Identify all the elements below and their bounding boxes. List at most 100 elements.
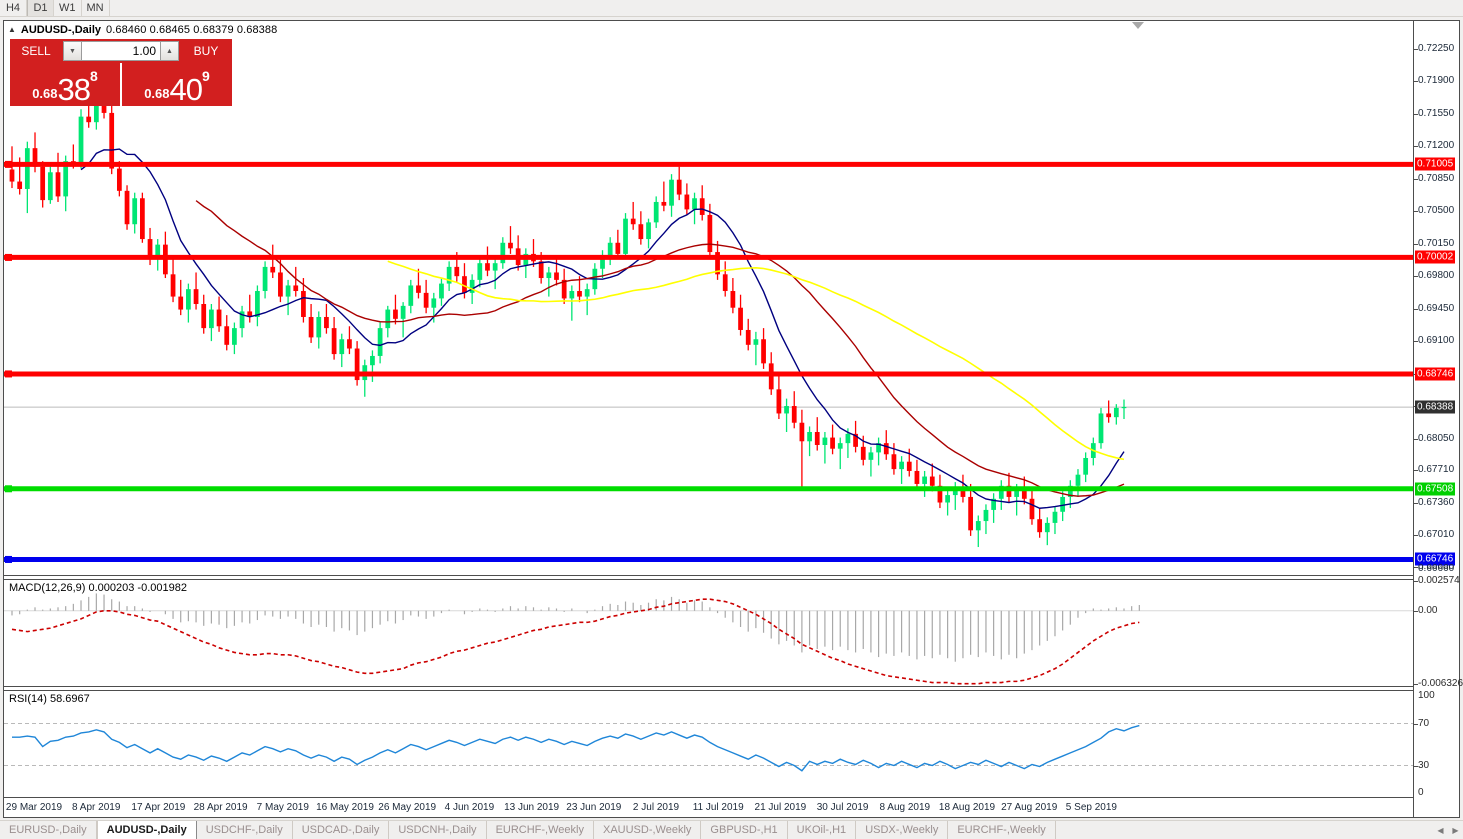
tabbar-empty-space (1056, 821, 1433, 839)
price-tick-mark (1414, 81, 1418, 83)
rsi-tick-label: 0 (1418, 787, 1424, 798)
timeframe-toolbar: H4 D1 W1 MN (0, 0, 1463, 17)
timeframe-label: W1 (59, 2, 76, 14)
timeframe-label: H4 (5, 2, 21, 14)
level-line-handle[interactable] (5, 370, 12, 378)
chart-window[interactable]: ▲ AUDUSD-,Daily 0.68460 0.68465 0.68379 … (3, 20, 1463, 818)
date-tick-label: 28 Apr 2019 (193, 802, 248, 813)
date-tick-label: 4 Jun 2019 (444, 802, 495, 813)
timeframe-d1[interactable]: D1 (27, 0, 54, 16)
chart-object-marker-icon[interactable] (1132, 22, 1144, 29)
price-label-resistance[interactable]: 0.68746 (1415, 367, 1456, 381)
chart-tab[interactable]: UKOil-,H1 (788, 821, 857, 839)
chart-tab[interactable]: EURUSD-,Daily (0, 821, 97, 839)
price-label-resistance[interactable]: 0.70002 (1415, 250, 1456, 264)
price-plot[interactable] (4, 21, 1414, 799)
price-tick-mark (1414, 502, 1418, 504)
sell-price-big: 38 (57, 72, 91, 108)
price-label-resistance[interactable]: 0.71005 (1415, 157, 1456, 171)
chart-tab[interactable]: GBPUSD-,H1 (701, 821, 788, 839)
chart-tab[interactable]: USDX-,Weekly (856, 821, 949, 839)
chart-tab[interactable]: USDCHF-,Daily (197, 821, 293, 839)
timeframe-h4[interactable]: H4 (0, 0, 27, 16)
timeframe-label: MN (86, 2, 104, 14)
price-tick-mark (1414, 308, 1418, 310)
pane-separator-macd-rsi (4, 686, 1414, 687)
date-tick-label: 21 Jul 2019 (754, 802, 807, 813)
date-tick-label: 16 May 2019 (316, 802, 374, 813)
pane-separator-rsi-top (4, 690, 1414, 691)
price-tick-label: 0.70850 (1418, 172, 1455, 184)
volume-input[interactable]: 1.00 (82, 41, 160, 61)
price-tick-label: 0.69800 (1418, 270, 1455, 282)
price-tick-label: 0.66660 (1418, 563, 1455, 574)
chevron-left-icon[interactable]: ◀ (1437, 825, 1444, 835)
indicator-line (80, 148, 1125, 509)
chart-tab[interactable]: XAUUSD-,Weekly (594, 821, 702, 839)
sell-price-fraction: 8 (90, 68, 98, 84)
date-tick-label: 8 Apr 2019 (72, 802, 121, 813)
price-tick-mark (1414, 534, 1418, 536)
date-tick-label: 17 Apr 2019 (131, 802, 186, 813)
price-tick-label: 0.67010 (1418, 528, 1455, 540)
price-label-support[interactable]: 0.66746 (1415, 552, 1456, 566)
level-line-handle[interactable] (5, 485, 12, 493)
chart-tab[interactable]: AUDUSD-,Daily (96, 821, 197, 839)
pane-separator-macd-top (4, 579, 1414, 580)
date-tick-label: 7 May 2019 (256, 802, 309, 813)
sell-price-prefix: 0.68 (32, 86, 58, 102)
price-label-last-price[interactable]: 0.68388 (1415, 400, 1456, 414)
date-tick-label: 18 Aug 2019 (938, 802, 996, 813)
level-line-handle[interactable] (5, 555, 12, 563)
price-label-support[interactable]: 0.67508 (1415, 482, 1456, 496)
chart-header: ▲ AUDUSD-,Daily 0.68460 0.68465 0.68379 … (8, 23, 277, 36)
price-tick-label: 0.67360 (1418, 496, 1455, 508)
rsi-pane (4, 723, 1414, 766)
macd-tick-mark (1414, 581, 1418, 582)
level-line-handle[interactable] (5, 160, 12, 168)
price-tick-label: 0.71550 (1418, 107, 1455, 119)
one-click-trading-panel[interactable]: SELL ▼ 1.00 ▲ BUY 0.68 38 8 0.68 (10, 39, 232, 106)
candlestick-series (9, 75, 1127, 548)
price-tick-label: 0.68050 (1418, 432, 1455, 444)
rsi-tick-label: 30 (1418, 759, 1430, 771)
toolbar-empty-space (110, 0, 1463, 16)
timeframe-mn[interactable]: MN (82, 0, 110, 16)
level-line-handle[interactable] (5, 253, 12, 261)
price-tick-label: 0.69100 (1418, 335, 1455, 347)
chevron-up-icon[interactable]: ▲ (160, 41, 179, 61)
sell-price-display[interactable]: 0.68 38 8 (10, 63, 120, 106)
indicator-line (12, 724, 1140, 772)
chart-tab[interactable]: USDCAD-,Daily (293, 821, 390, 839)
price-tick-mark (1414, 276, 1418, 278)
sell-button[interactable]: SELL (10, 39, 62, 63)
timeframe-w1[interactable]: W1 (54, 0, 82, 16)
chart-tab[interactable]: USDCNH-,Daily (389, 821, 487, 839)
oct-quote-row: 0.68 38 8 0.68 40 9 (10, 63, 232, 106)
chart-canvas-area[interactable]: ▲ AUDUSD-,Daily 0.68460 0.68465 0.68379 … (4, 21, 1463, 817)
chart-tab[interactable]: EURCHF-,Weekly (487, 821, 594, 839)
macd-tick-label: -0.006326 (1418, 678, 1463, 689)
chart-tab[interactable]: EURCHF-,Weekly (948, 821, 1056, 839)
date-axis: 29 Mar 2019 8 Apr 2019 17 Apr 2019 28 Apr 2… (4, 797, 1414, 817)
price-tick-mark (1414, 178, 1418, 180)
buy-price-prefix: 0.68 (144, 86, 170, 102)
price-scale[interactable]: 0.72250 0.71900 0.71550 0.71200 0.70850 0.705… (1413, 21, 1463, 817)
price-tick-label: 0.72250 (1418, 42, 1455, 54)
price-tick-mark (1414, 243, 1418, 245)
buy-price-display[interactable]: 0.68 40 9 (122, 63, 232, 106)
price-tick-mark (1414, 438, 1418, 440)
chevron-right-icon[interactable]: ▶ (1452, 825, 1459, 835)
date-tick-label: 30 Jul 2019 (816, 802, 869, 813)
date-tick-label: 11 Jul 2019 (692, 802, 744, 813)
date-tick-label: 27 Aug 2019 (1001, 802, 1058, 813)
chart-symbol-label: AUDUSD-,Daily (20, 23, 101, 36)
price-tick-mark (1414, 567, 1418, 569)
rsi-tick-mark (1414, 765, 1418, 767)
date-tick-label: 5 Sep 2019 (1065, 802, 1117, 813)
volume-stepper[interactable]: ▼ 1.00 ▲ (62, 39, 180, 63)
buy-button[interactable]: BUY (180, 39, 232, 63)
chevron-down-icon[interactable]: ▼ (63, 41, 82, 61)
price-tick-mark (1414, 470, 1418, 472)
